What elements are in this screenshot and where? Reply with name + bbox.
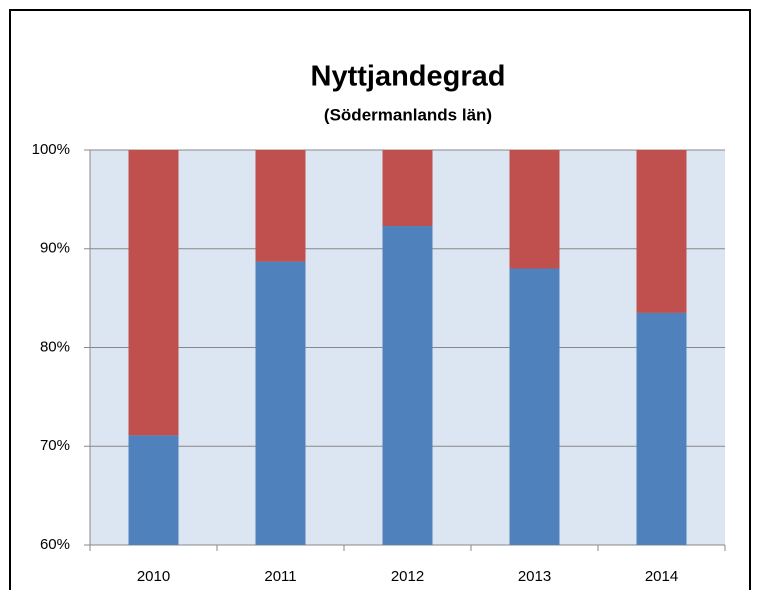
bar-segment xyxy=(636,312,687,545)
bar-segment xyxy=(509,150,560,269)
bar-segment xyxy=(509,268,560,545)
x-tick-label: 2010 xyxy=(137,568,170,585)
frame xyxy=(9,9,751,590)
bar-segment xyxy=(636,150,687,313)
bar-segment xyxy=(128,150,179,436)
x-tick-label: 2011 xyxy=(264,568,296,585)
bar-segment xyxy=(382,150,433,227)
x-tick-label: 2014 xyxy=(645,568,678,585)
bar-segment xyxy=(382,226,433,545)
y-tick-label: 80% xyxy=(40,338,70,355)
chart-title: Nyttjandegrad xyxy=(311,61,506,93)
bar-segment xyxy=(255,150,306,262)
x-tick-label: 2013 xyxy=(518,568,551,585)
y-tick-label: 60% xyxy=(40,536,70,553)
y-tick-label: 90% xyxy=(40,240,70,257)
x-tick-label: 2012 xyxy=(391,568,424,585)
bar-segment xyxy=(128,435,179,545)
y-tick-label: 70% xyxy=(40,437,70,454)
y-tick-label: 100% xyxy=(32,141,70,158)
bar-segment xyxy=(255,261,306,545)
chart-subtitle: (Södermanlands län) xyxy=(324,105,492,124)
